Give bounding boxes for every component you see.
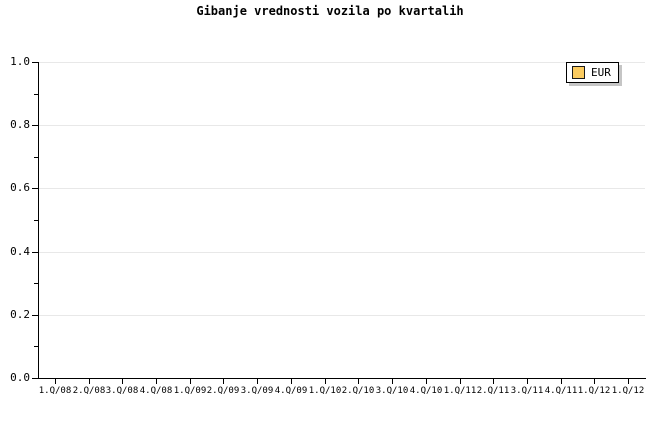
x-axis-tick: [156, 379, 157, 384]
x-axis-tick-label: 1.Q/12: [577, 386, 611, 396]
x-axis-tick: [426, 379, 427, 384]
x-axis-tick-label: 4.Q/11: [544, 386, 578, 396]
x-axis-tick: [392, 379, 393, 384]
x-axis-tick: [122, 379, 123, 384]
y-axis-tick-minor: [34, 93, 38, 95]
y-axis-labels: 0.0 0.2 0.4 0.6 0.8 1.0: [0, 0, 30, 440]
y-axis-tick-label: 0.0: [10, 371, 30, 384]
x-axis-tick-label: 1.Q/12: [611, 386, 645, 396]
y-axis-tick-label: 0.2: [10, 307, 30, 321]
y-axis-tick-major: [32, 62, 38, 63]
x-axis-tick-label: 1.Q/08: [38, 386, 72, 396]
x-axis-tick: [628, 379, 629, 384]
x-axis-tick-label: 1.Q/11: [443, 386, 477, 396]
y-axis-tick-minor: [34, 220, 38, 221]
x-axis-tick-label: 1.Q/10: [308, 386, 342, 396]
y-axis-tick-label: 0.6: [10, 181, 30, 195]
x-axis-tick: [55, 379, 56, 384]
x-axis-tick: [460, 379, 461, 384]
x-axis-tick: [257, 379, 258, 384]
x-axis-tick: [561, 379, 562, 384]
y-axis-tick-major: [32, 314, 38, 316]
x-axis-tick: [594, 379, 595, 384]
x-axis-tick-label: 1.Q/09: [173, 386, 207, 396]
gridline-horizontal: [38, 188, 645, 190]
y-axis-tick-major: [32, 378, 38, 379]
x-axis-tick: [527, 379, 528, 384]
gridline-horizontal: [38, 314, 645, 316]
y-axis-tick-minor: [34, 346, 38, 348]
x-axis-tick-label: 2.Q/09: [206, 386, 240, 396]
x-axis-tick-label: 4.Q/08: [139, 386, 173, 396]
x-axis-line: [38, 378, 646, 379]
chart-title: Gibanje vrednosti vozila po kvartalih: [196, 4, 464, 18]
x-axis-tick-label: 3.Q/11: [510, 386, 544, 396]
x-axis-tick: [358, 379, 359, 384]
x-axis-tick-label: 2.Q/10: [341, 386, 375, 396]
chart-legend: EUR: [566, 62, 619, 83]
plot-area: [38, 62, 645, 378]
x-axis-tick: [190, 379, 191, 384]
x-axis-tick: [493, 379, 494, 384]
y-axis-tick-minor: [34, 156, 38, 158]
x-axis-tick-label: 4.Q/10: [409, 386, 443, 396]
y-axis-tick-minor: [34, 283, 38, 285]
x-axis-tick-label: 4.Q/09: [274, 386, 308, 396]
y-axis-tick-label: 1.0: [10, 55, 30, 68]
y-axis-tick-major: [32, 251, 38, 253]
x-axis-tick-label: 3.Q/10: [375, 386, 409, 396]
legend-label-eur: EUR: [591, 66, 611, 79]
y-axis-tick-label: 0.8: [10, 118, 30, 132]
x-axis-tick-label: 3.Q/09: [240, 386, 274, 396]
legend-swatch-eur-icon: [572, 66, 585, 79]
x-axis-tick-label: 2.Q/08: [72, 386, 106, 396]
y-axis-tick-major: [32, 188, 38, 190]
gridline-horizontal: [38, 125, 645, 127]
y-axis-tick-major: [32, 125, 38, 127]
x-axis-tick-label: 3.Q/08: [105, 386, 139, 396]
x-axis-tick: [325, 379, 326, 384]
x-axis-tick: [223, 379, 224, 384]
y-axis-tick-label: 0.4: [10, 244, 30, 258]
x-axis-tick: [89, 379, 90, 384]
x-axis-tick: [291, 379, 292, 384]
y-axis-line: [38, 62, 39, 379]
x-axis-tick-label: 2.Q/11: [476, 386, 510, 396]
gridline-horizontal: [38, 251, 645, 253]
gridline-horizontal: [38, 62, 645, 63]
